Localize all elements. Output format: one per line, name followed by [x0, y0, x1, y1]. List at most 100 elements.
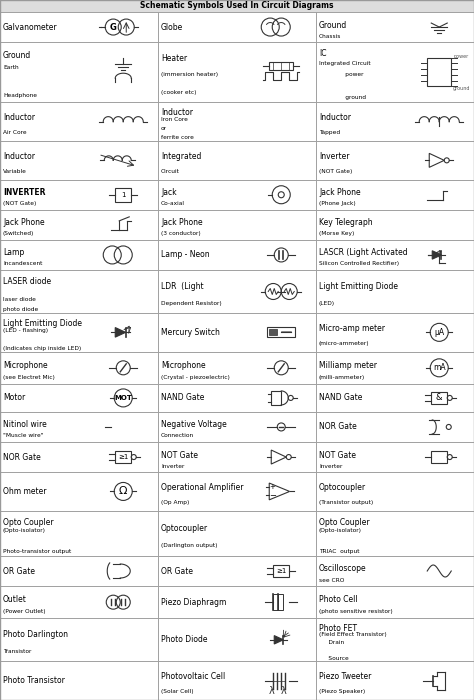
Text: NOT Gate: NOT Gate: [161, 451, 198, 459]
Text: Tapped: Tapped: [319, 130, 340, 135]
Text: Schematic Symbols Used In Circuit Diagrams: Schematic Symbols Used In Circuit Diagra…: [140, 1, 334, 10]
Text: LASER diode: LASER diode: [3, 276, 51, 286]
Bar: [267, 328, 295, 337]
Text: (Opto-isolator): (Opto-isolator): [319, 528, 362, 533]
Text: Microphone: Microphone: [161, 360, 206, 370]
Text: (NOT Gate): (NOT Gate): [319, 169, 352, 174]
Polygon shape: [115, 328, 126, 337]
Text: Jack Phone: Jack Phone: [161, 218, 202, 228]
Text: see CRO: see CRO: [319, 578, 345, 582]
Text: (photo sensitive resistor): (photo sensitive resistor): [319, 609, 393, 614]
Bar: [0, 313, 158, 351]
Text: (Op Amp): (Op Amp): [161, 500, 190, 505]
Text: (Switched): (Switched): [3, 232, 35, 237]
Bar: [0, 12, 158, 42]
Bar: [316, 210, 474, 240]
Text: Connection: Connection: [161, 433, 194, 438]
Bar: [427, 58, 451, 86]
Text: Light Emitting Diode: Light Emitting Diode: [3, 319, 82, 328]
Text: INVERTER: INVERTER: [3, 188, 46, 197]
Text: Silicon Controlled Rectifier): Silicon Controlled Rectifier): [319, 262, 399, 267]
Text: 1: 1: [121, 192, 126, 198]
Text: Inductor: Inductor: [161, 108, 193, 117]
Bar: [158, 240, 316, 270]
Text: (Darlington output): (Darlington output): [161, 543, 218, 548]
Text: Micro-amp meter: Micro-amp meter: [319, 324, 385, 333]
Text: Circuit: Circuit: [161, 169, 180, 174]
Bar: [316, 662, 474, 700]
Text: Jack Phone: Jack Phone: [3, 218, 45, 228]
Bar: [158, 180, 316, 210]
Bar: [158, 442, 316, 472]
Text: (Solar Cell): (Solar Cell): [161, 689, 193, 694]
Text: Oscilloscope: Oscilloscope: [319, 564, 366, 573]
Bar: [158, 618, 316, 662]
Text: OR Gate: OR Gate: [161, 566, 193, 575]
Text: Source: Source: [319, 656, 349, 661]
Bar: [273, 565, 289, 577]
Bar: [158, 511, 316, 556]
Text: ferrite core: ferrite core: [161, 135, 194, 140]
Text: (LED - flashing): (LED - flashing): [3, 328, 48, 333]
Text: Negative Voltage: Negative Voltage: [161, 421, 227, 429]
Bar: [316, 412, 474, 442]
Bar: [158, 12, 316, 42]
Text: Opto Coupler: Opto Coupler: [319, 517, 370, 526]
Text: Jack Phone: Jack Phone: [319, 188, 361, 197]
Text: Integrated Circuit: Integrated Circuit: [319, 61, 371, 66]
Text: (cooker etc): (cooker etc): [161, 90, 197, 95]
Text: NOR Gate: NOR Gate: [319, 423, 357, 431]
Text: OR Gate: OR Gate: [3, 566, 35, 575]
Text: Variable: Variable: [3, 169, 27, 174]
Bar: [0, 618, 158, 662]
Text: Optocoupler: Optocoupler: [161, 524, 208, 533]
Bar: [316, 42, 474, 102]
Bar: [269, 62, 293, 70]
Text: Operational Amplifier: Operational Amplifier: [161, 483, 244, 492]
Bar: [0, 412, 158, 442]
Text: Globe: Globe: [161, 22, 183, 32]
Text: &: &: [436, 393, 443, 402]
Text: (see Electret Mic): (see Electret Mic): [3, 374, 55, 380]
Text: (Transistor output): (Transistor output): [319, 500, 373, 505]
Bar: [0, 270, 158, 313]
Text: Nitinol wire: Nitinol wire: [3, 421, 47, 429]
Text: Microphone: Microphone: [3, 360, 47, 370]
Bar: [158, 586, 316, 618]
Text: λ: λ: [268, 686, 274, 696]
Text: Outlet: Outlet: [3, 595, 27, 604]
Polygon shape: [274, 636, 283, 644]
Text: Inductor: Inductor: [319, 113, 351, 122]
Bar: [273, 594, 278, 610]
Text: Ground: Ground: [319, 20, 347, 29]
Text: ≥1: ≥1: [118, 454, 128, 460]
Bar: [431, 451, 447, 463]
Text: Optocoupler: Optocoupler: [319, 483, 366, 492]
Text: "Muscle wire": "Muscle wire": [3, 433, 44, 438]
Text: or: or: [161, 126, 167, 131]
Text: Earth: Earth: [3, 65, 18, 70]
Bar: [158, 556, 316, 586]
Text: Ohm meter: Ohm meter: [3, 487, 46, 496]
Text: Transistor: Transistor: [3, 649, 31, 654]
Bar: [316, 618, 474, 662]
Bar: [0, 586, 158, 618]
Text: Inductor: Inductor: [3, 113, 35, 122]
Bar: [158, 210, 316, 240]
Text: Jack: Jack: [161, 188, 177, 197]
Text: NOR Gate: NOR Gate: [3, 453, 41, 461]
Bar: [158, 384, 316, 412]
Bar: [0, 511, 158, 556]
Bar: [158, 270, 316, 313]
Bar: [158, 351, 316, 384]
Text: Piezo Diaphragm: Piezo Diaphragm: [161, 598, 227, 607]
Bar: [115, 451, 131, 463]
Text: (Morse Key): (Morse Key): [319, 232, 355, 237]
Text: power: power: [453, 54, 468, 59]
Text: Piezo Tweeter: Piezo Tweeter: [319, 672, 371, 681]
Text: Lamp - Neon: Lamp - Neon: [161, 251, 210, 260]
Text: Photo Transistor: Photo Transistor: [3, 676, 65, 685]
Text: −: −: [269, 491, 276, 500]
Text: Photo-transistor output: Photo-transistor output: [3, 549, 71, 554]
Text: (Crystal - piezoelectric): (Crystal - piezoelectric): [161, 374, 230, 380]
